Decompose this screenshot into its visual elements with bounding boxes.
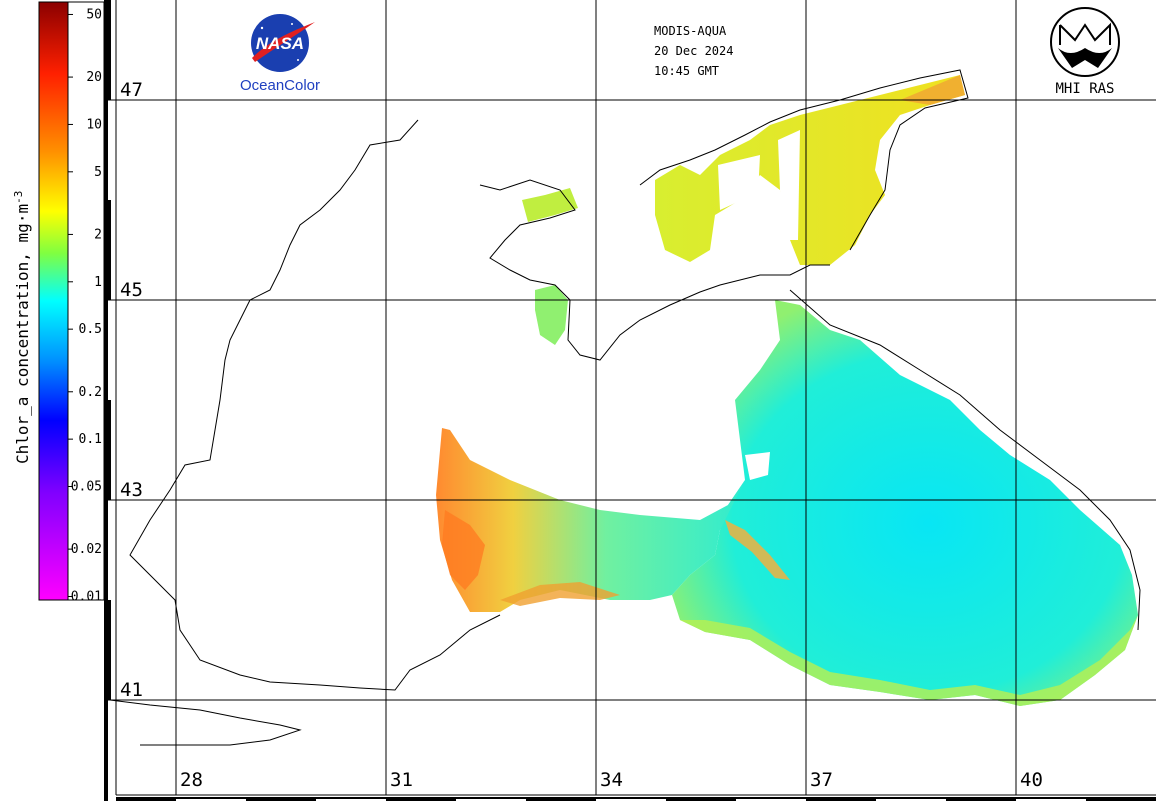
colorbar-gradient <box>38 1 69 601</box>
east-gap <box>745 452 770 480</box>
sensor-name: MODIS-AQUA <box>654 24 727 38</box>
left-ruler <box>104 0 111 801</box>
west-coast <box>129 119 501 691</box>
acquisition-info: MODIS-AQUA 20 Dec 2024 10:45 GMT <box>654 24 733 78</box>
bosphorus-coast <box>109 699 302 746</box>
colorbar-tick-label: 1 <box>94 275 102 290</box>
colorbar-tick-label: 50 <box>86 7 102 22</box>
chlorophyll-layer <box>436 75 1138 706</box>
lat-label-43: 43 <box>120 479 143 501</box>
lon-label-31: 31 <box>390 769 413 791</box>
colorbar-tick-label: 2 <box>94 227 102 242</box>
azov-coast <box>639 69 969 251</box>
south-hotspot <box>500 582 620 606</box>
lon-label-37: 37 <box>810 769 833 791</box>
colorbar-title: Chlor_a concentration, mg·m-3 <box>12 191 32 464</box>
lon-label-40: 40 <box>1020 769 1043 791</box>
colorbar-tick-label: 20 <box>86 70 102 85</box>
colorbar: 50 20 10 5 2 1 0.5 0.2 0.1 0.05 0.02 0.01 Chlor_a c… <box>12 1 105 604</box>
mhi-ras-text: MHI RAS <box>1055 81 1114 97</box>
east-hotspot <box>725 520 790 580</box>
graticule <box>105 0 1156 796</box>
oceancolor-text: OceanColor <box>240 77 320 94</box>
nasa-logo-text: NASA <box>256 34 304 53</box>
azov-gap-2 <box>778 130 800 240</box>
crimea-water <box>535 285 568 345</box>
colorbar-tick-label: 0.5 <box>79 322 102 337</box>
colorbar-tick-label: 0.01 <box>71 589 102 604</box>
lon-label-28: 28 <box>180 769 203 791</box>
acquisition-time: 10:45 GMT <box>654 64 719 78</box>
south-fringe <box>680 615 1138 706</box>
taganrog-hotspot <box>900 75 965 105</box>
west-hotspot <box>442 510 485 590</box>
lat-label-45: 45 <box>120 279 143 301</box>
lon-label-34: 34 <box>600 769 623 791</box>
azov-gap-1 <box>718 155 760 210</box>
bottom-ruler <box>116 797 1156 801</box>
colorbar-tick-label: 5 <box>94 165 102 180</box>
west-plume-water <box>436 428 745 612</box>
lat-label-41: 41 <box>120 679 143 701</box>
colorbar-tick-label: 0.05 <box>71 480 102 495</box>
colorbar-tick-label: 10 <box>86 117 102 132</box>
colorbar-tick-label: 0.2 <box>79 385 102 400</box>
colorbar-tick-label: 0.1 <box>79 432 102 447</box>
lat-label-47: 47 <box>120 79 143 101</box>
karkinit-water <box>522 188 578 222</box>
acquisition-date: 20 Dec 2024 <box>654 44 733 58</box>
azov-water <box>655 75 965 265</box>
nasa-logo: NASA OceanColor <box>240 14 320 94</box>
lat-labels: 47 45 43 41 <box>120 79 143 701</box>
east-basin-water <box>672 300 1138 706</box>
colorbar-tick-label: 0.02 <box>71 542 102 557</box>
lon-labels: 28 31 34 37 40 <box>180 769 1043 791</box>
east-coast <box>789 289 1141 631</box>
colorbar-ticks: 50 20 10 5 2 1 0.5 0.2 0.1 0.05 0.02 0.01 <box>68 7 102 604</box>
mhi-ras-logo: MHI RAS <box>1050 7 1120 97</box>
